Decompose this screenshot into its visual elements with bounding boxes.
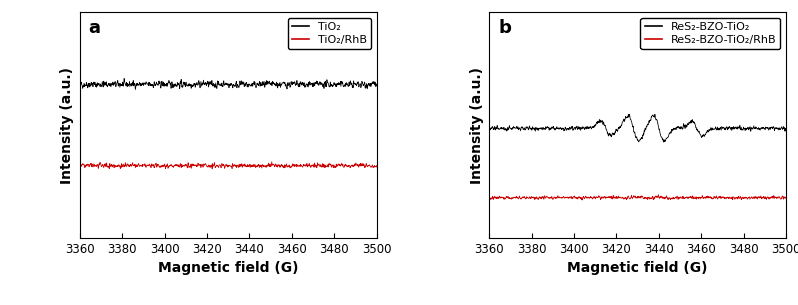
Text: b: b bbox=[498, 19, 511, 37]
X-axis label: Magnetic field (G): Magnetic field (G) bbox=[567, 261, 708, 275]
Text: a: a bbox=[89, 19, 101, 37]
Y-axis label: Intensity (a.u.): Intensity (a.u.) bbox=[470, 66, 484, 184]
Legend: TiO₂, TiO₂/RhB: TiO₂, TiO₂/RhB bbox=[287, 18, 371, 49]
X-axis label: Magnetic field (G): Magnetic field (G) bbox=[158, 261, 298, 275]
Y-axis label: Intensity (a.u.): Intensity (a.u.) bbox=[60, 66, 74, 184]
Legend: ReS₂-BZO-TiO₂, ReS₂-BZO-TiO₂/RhB: ReS₂-BZO-TiO₂, ReS₂-BZO-TiO₂/RhB bbox=[641, 18, 780, 49]
